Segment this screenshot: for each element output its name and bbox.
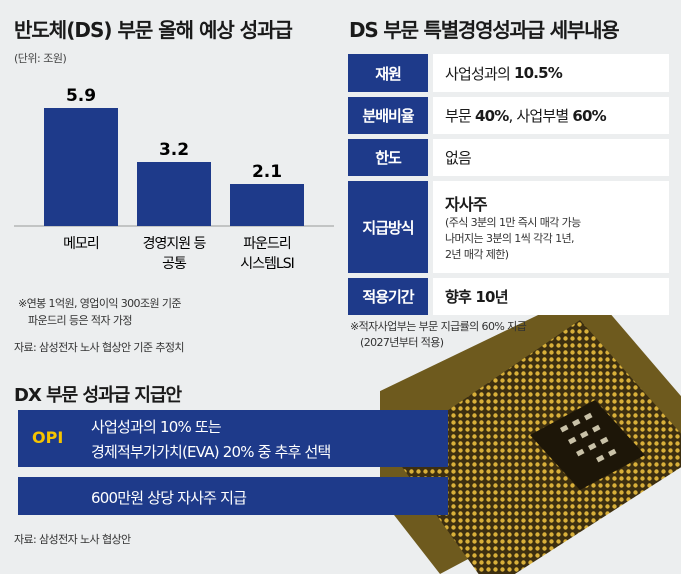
dx-opi-panel: [18, 410, 448, 467]
bar-0: [44, 108, 118, 226]
category-label-1-1: 공통: [162, 256, 187, 272]
bar-value-label-0: 5.9: [66, 86, 96, 106]
table-title: DS 부문 특별경영성과급 세부내용: [349, 18, 620, 42]
table-row-limit: 한도 없음: [348, 139, 669, 176]
row-value-limit: 없음: [433, 139, 669, 176]
value-emphasis: 40%: [474, 106, 509, 125]
value-emphasis: 10.5%: [513, 64, 563, 82]
dx-opi-line-1: 사업성과의 10% 또는: [91, 418, 222, 436]
row-label-payment-method: 지급방식: [348, 181, 428, 273]
value-text: 사업성과의: [445, 64, 514, 83]
chart-footnote: ※연봉 1억원, 영업이익 300조원 기준 파운드리 등은 적자 가정: [18, 295, 182, 329]
value-text: 없음: [445, 149, 472, 167]
table-footnote-line-1: ※적자사업부는 부문 지급률의 60% 지급: [350, 320, 527, 333]
table-row-funding: 재원 사업성과의 10.5%: [348, 54, 669, 92]
chart-source: 자료: 삼성전자 노사 협상안 기준 추정치: [14, 341, 185, 354]
payment-detail-3: 2년 매각 제한): [445, 248, 509, 261]
dx-stock-line: 600만원 상당 자사주 지급: [91, 489, 247, 507]
dx-opi-line-2: 경제적부가가치(EVA) 20% 중 추후 선택: [91, 443, 331, 461]
dx-title: DX 부문 성과급 지급안: [14, 385, 182, 406]
dx-source: 자료: 삼성전자 노사 협상안: [14, 533, 131, 546]
category-label-2-1: 시스템LSI: [240, 256, 293, 272]
row-label-funding: 재원: [348, 54, 428, 92]
chart-title: 반도체(DS) 부문 올해 예상 성과급: [14, 18, 293, 42]
chart-unit-label: (단위: 조원): [14, 52, 67, 65]
table-row-payment-method: 지급방식 자사주 (주식 3분의 1만 즉시 매각 가능 나머지는 3분의 1씩…: [348, 181, 669, 273]
value-emphasis: 향후 10년: [445, 288, 508, 306]
bar-value-label-2: 2.1: [252, 162, 282, 182]
payment-detail-1: (주식 3분의 1만 즉시 매각 가능: [445, 216, 581, 229]
cpu-chip-icon: [380, 300, 681, 574]
row-value-period: 향후 10년: [433, 278, 669, 315]
bar-value-label-1: 3.2: [159, 140, 189, 160]
value-text: , 사업부별: [508, 107, 573, 125]
dx-stock-panel: [18, 477, 448, 515]
payment-detail-2: 나머지는 3분의 1씩 각각 1년,: [445, 232, 574, 245]
value-emphasis: 60%: [572, 106, 606, 125]
row-value-distribution: 부문 40%, 사업부별 60%: [433, 97, 669, 134]
table-row-distribution: 분배비율 부문 40%, 사업부별 60%: [348, 97, 669, 134]
category-label-2-0: 파운드리: [243, 236, 291, 252]
row-value-payment-method: 자사주 (주식 3분의 1만 즉시 매각 가능 나머지는 3분의 1씩 각각 1…: [433, 181, 669, 273]
row-label-distribution: 분배비율: [348, 97, 428, 134]
opi-label: OPI: [32, 428, 64, 447]
category-label-1-0: 경영지원 등: [143, 236, 207, 252]
table-footnote: ※적자사업부는 부문 지급률의 60% 지급 (2027년부터 적용): [350, 319, 527, 351]
footnote-line-2: 파운드리 등은 적자 가정: [28, 314, 132, 327]
value-text: 부문: [445, 107, 475, 125]
footnote-line-1: ※연봉 1억원, 영업이익 300조원 기준: [18, 297, 182, 310]
category-label-0-0: 메모리: [63, 236, 99, 252]
payment-main: 자사주: [445, 195, 488, 214]
row-value-funding: 사업성과의 10.5%: [433, 54, 669, 92]
bar-1: [137, 162, 211, 226]
row-label-period: 적용기간: [348, 278, 428, 315]
row-label-limit: 한도: [348, 139, 428, 176]
bar-2: [230, 184, 304, 226]
table-row-period: 적용기간 향후 10년: [348, 278, 669, 315]
table-footnote-line-2: (2027년부터 적용): [360, 336, 444, 349]
